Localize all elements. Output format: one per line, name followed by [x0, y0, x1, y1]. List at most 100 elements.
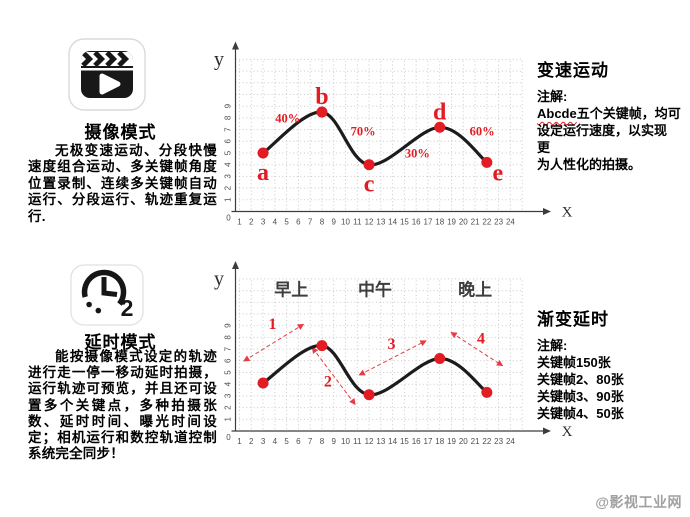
- svg-text:1: 1: [237, 437, 242, 446]
- svg-text:中午: 中午: [358, 279, 392, 299]
- svg-text:16: 16: [412, 218, 421, 227]
- svg-text:15: 15: [400, 437, 409, 446]
- svg-text:4: 4: [477, 330, 485, 347]
- svg-text:9: 9: [224, 103, 233, 108]
- note-line: 关键帧3、90张: [537, 389, 624, 404]
- svg-text:4: 4: [224, 162, 233, 167]
- svg-text:6: 6: [224, 358, 233, 363]
- svg-text:24: 24: [506, 437, 515, 446]
- svg-text:2: 2: [249, 218, 254, 227]
- svg-text:60%: 60%: [470, 124, 495, 138]
- svg-text:e: e: [493, 160, 504, 186]
- svg-text:15: 15: [400, 218, 409, 227]
- svg-text:14: 14: [388, 437, 397, 446]
- svg-text:6: 6: [296, 218, 301, 227]
- svg-text:20: 20: [459, 437, 468, 446]
- timelapse-mode-title: 延时模式: [84, 333, 157, 352]
- svg-text:d: d: [433, 99, 447, 125]
- svg-text:30%: 30%: [405, 147, 430, 161]
- svg-text:y: y: [214, 49, 224, 71]
- svg-text:7: 7: [308, 437, 313, 446]
- svg-text:早上: 早上: [274, 280, 308, 299]
- svg-text:0: 0: [226, 214, 231, 223]
- svg-text:1: 1: [224, 197, 233, 202]
- svg-text:21: 21: [471, 437, 480, 446]
- svg-text:3: 3: [261, 218, 266, 227]
- svg-text:7: 7: [224, 127, 233, 132]
- svg-text:23: 23: [494, 437, 503, 446]
- clapperboard-play-icon: [68, 38, 146, 111]
- svg-text:40%: 40%: [275, 112, 300, 126]
- svg-text:8: 8: [320, 218, 325, 227]
- svg-text:6: 6: [296, 437, 301, 446]
- svg-text:2: 2: [249, 437, 254, 446]
- svg-text:X: X: [562, 205, 573, 221]
- timelapse-mode-description: 能按摄像模式设定的轨迹进行走一停一移动延时拍摄，运行轨迹可预览，并且还可设置多个…: [28, 349, 217, 462]
- svg-text:13: 13: [376, 218, 385, 227]
- svg-text:5: 5: [284, 437, 289, 446]
- svg-text:22: 22: [482, 218, 491, 227]
- svg-text:12: 12: [365, 437, 374, 446]
- svg-text:0: 0: [226, 433, 231, 442]
- svg-text:4: 4: [224, 381, 233, 386]
- svg-text:2: 2: [224, 185, 233, 190]
- variable-speed-note: 变速运动 注解: Abcde五个关键帧，均可 设定运行速度，以实现 更 为人性化…: [537, 56, 690, 173]
- svg-text:晚上: 晚上: [458, 279, 492, 299]
- note-line-keyframes: Abcde五个关键帧，均可: [537, 106, 681, 121]
- camera-mode-title: 摄像模式: [84, 123, 157, 142]
- gradient-timelapse-title: 渐变延时: [537, 310, 609, 329]
- svg-text:14: 14: [388, 218, 397, 227]
- svg-text:3: 3: [261, 437, 266, 446]
- svg-text:18: 18: [435, 437, 444, 446]
- svg-text:22: 22: [482, 437, 491, 446]
- note-label: 注解:: [537, 89, 568, 104]
- svg-text:1: 1: [224, 417, 233, 422]
- svg-text:3: 3: [387, 336, 395, 353]
- svg-text:9: 9: [331, 437, 336, 446]
- svg-text:11: 11: [353, 437, 362, 446]
- note-label: 注解:: [537, 338, 568, 353]
- note-line: 关键帧150张: [537, 355, 611, 370]
- svg-text:12: 12: [365, 218, 374, 227]
- svg-text:5: 5: [284, 218, 289, 227]
- note-line: 设定运行速度，以实现: [537, 123, 668, 138]
- svg-text:b: b: [315, 84, 328, 110]
- svg-text:y: y: [214, 268, 224, 290]
- variable-speed-title: 变速运动: [537, 61, 609, 80]
- svg-text:5: 5: [224, 150, 233, 155]
- note-line: 关键帧2、80张: [537, 372, 624, 387]
- svg-text:21: 21: [471, 218, 480, 227]
- camera-mode-description: 无极变速运动、分段快慢速度组合运动、多关键帧角度位置录制、连续多关键帧自动运行、…: [28, 143, 217, 224]
- svg-text:2: 2: [121, 295, 134, 321]
- svg-text:7: 7: [224, 346, 233, 351]
- svg-text:1: 1: [268, 316, 276, 333]
- svg-text:70%: 70%: [351, 124, 376, 138]
- watermark: @影视工业网: [595, 494, 682, 510]
- svg-text:9: 9: [331, 218, 336, 227]
- svg-text:4: 4: [273, 218, 278, 227]
- svg-text:3: 3: [224, 393, 233, 398]
- note-line: 关键帧4、50张: [537, 406, 624, 421]
- svg-text:2: 2: [224, 405, 233, 410]
- svg-text:24: 24: [506, 218, 515, 227]
- svg-text:19: 19: [447, 218, 456, 227]
- svg-text:10: 10: [341, 437, 350, 446]
- svg-text:2: 2: [324, 374, 332, 391]
- svg-text:16: 16: [412, 437, 421, 446]
- svg-text:17: 17: [424, 218, 433, 227]
- svg-text:X: X: [562, 424, 573, 440]
- svg-text:23: 23: [494, 218, 503, 227]
- svg-text:a: a: [257, 160, 269, 186]
- svg-text:5: 5: [224, 370, 233, 375]
- svg-text:9: 9: [224, 323, 233, 328]
- svg-text:17: 17: [424, 437, 433, 446]
- svg-text:3: 3: [224, 174, 233, 179]
- svg-text:18: 18: [435, 218, 444, 227]
- svg-text:19: 19: [447, 437, 456, 446]
- svg-text:1: 1: [237, 218, 242, 227]
- svg-text:20: 20: [459, 218, 468, 227]
- note-line: 为人性化的拍摄。: [537, 157, 642, 172]
- svg-text:13: 13: [376, 437, 385, 446]
